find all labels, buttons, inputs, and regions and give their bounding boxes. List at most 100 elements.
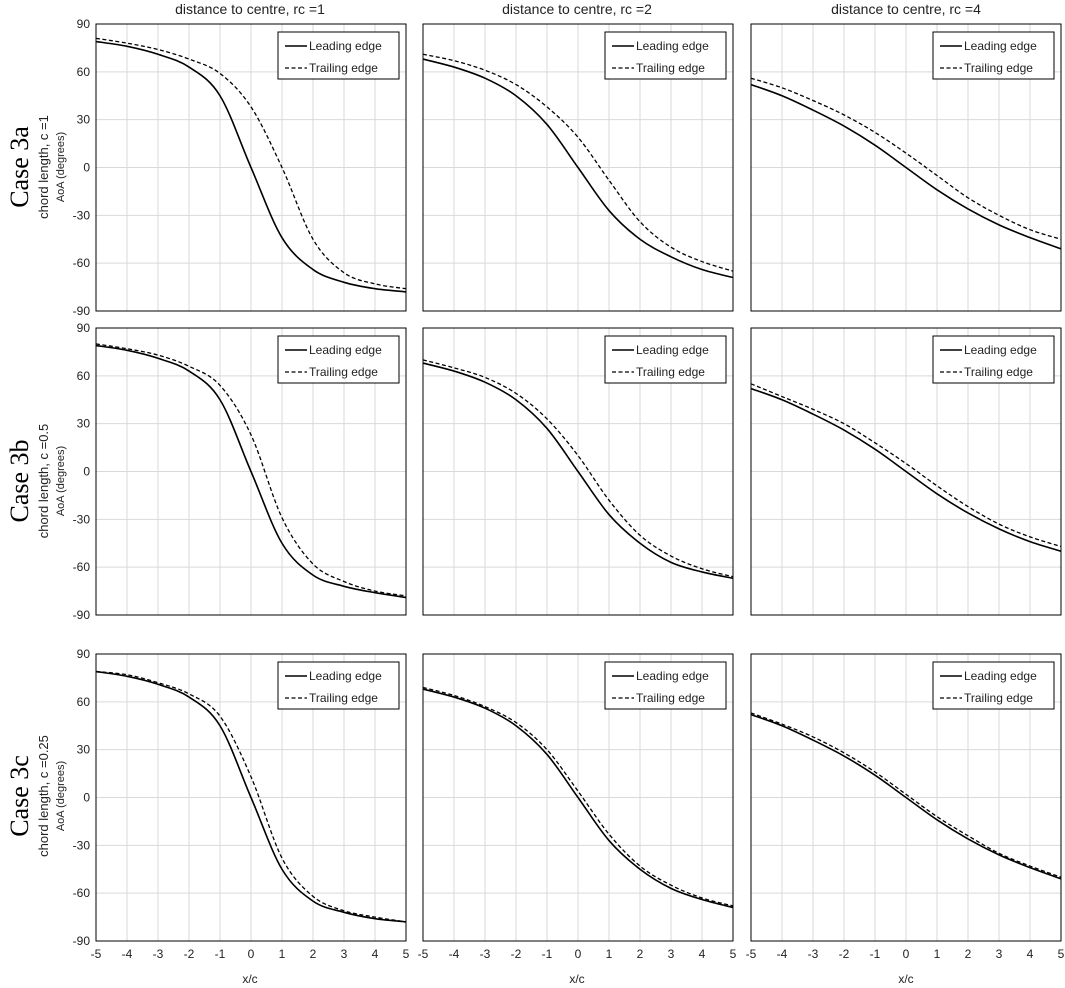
series-line-leading-edge [95,344,407,599]
x-tick-label: -1 [870,947,881,961]
series-line-trailing-edge [750,77,1062,240]
y-tick-label: -30 [73,208,91,222]
legend-label-leading-edge: Leading edge [964,39,1037,53]
panel-1-2: Leading edge Trailing edge [422,23,734,312]
legend: Leading edge Trailing edge [604,31,727,80]
x-tick-label: -3 [153,947,164,961]
legend: Leading edge Trailing edge [932,661,1055,710]
legend-label-trailing-edge: Trailing edge [636,691,705,705]
x-tick-label: -3 [808,947,819,961]
legend-label-leading-edge: Leading edge [964,669,1037,683]
legend: Leading edge Trailing edge [277,31,400,80]
plot-frame [422,23,734,312]
plot-frame [95,23,407,312]
x-tick-label: -5 [91,947,102,961]
legend-box [604,31,727,80]
series-line-leading-edge [95,40,407,293]
panel-3-1: -90 -60 -30 0 30 60 90 -5 -4 -3 -2 -1 0 1 2 3 4 5 Leading … [73,647,410,961]
y-tick-label: 30 [77,743,91,757]
panel-1-3: Leading edge Trailing edge [750,23,1062,312]
x-axis-title-col2: x/c [569,972,584,986]
y-tick-label: 0 [83,161,90,175]
legend-label-leading-edge: Leading edge [309,343,382,357]
y-tick-label: -30 [73,512,91,526]
legend: Leading edge Trailing edge [277,335,400,384]
legend-label-leading-edge: Leading edge [964,343,1037,357]
x-tick-label: 3 [996,947,1003,961]
y-tick-label: 60 [77,369,91,383]
case-label: Case 3c [5,755,34,837]
legend: Leading edge Trailing edge [932,31,1055,80]
legend-label-leading-edge: Leading edge [636,39,709,53]
plot-frame [422,653,734,942]
panel-2-3: Leading edge Trailing edge [750,327,1062,616]
series-line-trailing-edge [422,359,734,578]
y-tick-label: 0 [83,791,90,805]
x-tick-label: 4 [699,947,706,961]
plot-frame [750,23,1062,312]
legend: Leading edge Trailing edge [277,661,400,710]
row-label-3a: Case 3a chord length, c =1 AoA (degrees) [5,115,67,219]
x-tick-label: 2 [637,947,644,961]
series-line-trailing-edge [95,670,407,923]
series-line-leading-edge [750,387,1062,552]
x-tick-label: 0 [248,947,255,961]
row-label-3b: Case 3b chord length, c =0.5 AoA (degree… [5,424,67,539]
series-line-leading-edge [422,688,734,909]
row-label-3c: Case 3c chord length, c =0.25 AoA (degre… [5,735,67,857]
x-tick-label: 4 [1027,947,1034,961]
series-line-trailing-edge [95,343,407,597]
panel-2-2: Leading edge Trailing edge [422,327,734,616]
y-tick-label: 0 [83,465,90,479]
x-tick-label: -3 [480,947,491,961]
plot-frame [95,327,407,616]
x-tick-label: 3 [668,947,675,961]
y-tick-label: 30 [77,417,91,431]
legend-label-trailing-edge: Trailing edge [636,365,705,379]
plot-frame [422,327,734,616]
series-line-trailing-edge [750,712,1062,878]
legend: Leading edge Trailing edge [604,661,727,710]
series-line-trailing-edge [422,686,734,907]
panel-1-1: -90 -60 -30 0 30 60 90 Leading edge Trailing edg… [73,17,407,318]
y-tick-label: -60 [73,560,91,574]
y-tick-label: -60 [73,256,91,270]
legend-box [932,661,1055,710]
legend: Leading edge Trailing edge [604,335,727,384]
plot-frame [95,653,407,942]
y-tick-label: 30 [77,113,91,127]
legend-box [277,31,400,80]
chord-label: chord length, c =0.25 [36,735,51,857]
x-tick-label: -1 [215,947,226,961]
series-line-trailing-edge [95,37,407,290]
x-tick-label: -5 [746,947,757,961]
y-axis-label: AoA (degrees) [55,446,67,516]
plot-frame [750,327,1062,616]
series-line-leading-edge [750,713,1062,880]
column-title-rc4: distance to centre, rc =4 [831,1,981,17]
x-tick-label: 2 [965,947,972,961]
y-tick-label: -90 [73,934,91,948]
x-tick-label: 3 [341,947,348,961]
legend-label-leading-edge: Leading edge [309,39,382,53]
y-tick-label: 90 [77,17,91,31]
x-tick-label: 1 [606,947,613,961]
legend-box [604,661,727,710]
y-axis-label: AoA (degrees) [55,761,67,831]
chord-label: chord length, c =1 [36,115,51,219]
x-tick-label: -5 [418,947,429,961]
y-axis-label: AoA (degrees) [55,132,67,202]
legend-box [604,335,727,384]
x-tick-label: -4 [449,947,460,961]
x-tick-label: 5 [403,947,410,961]
legend-label-trailing-edge: Trailing edge [309,691,378,705]
legend-box [932,31,1055,80]
chord-label: chord length, c =0.5 [36,424,51,539]
plot-frame [750,653,1062,942]
y-tick-label: 60 [77,65,91,79]
column-title-rc2: distance to centre, rc =2 [502,1,652,17]
series-line-trailing-edge [422,53,734,272]
legend-label-trailing-edge: Trailing edge [964,61,1033,75]
